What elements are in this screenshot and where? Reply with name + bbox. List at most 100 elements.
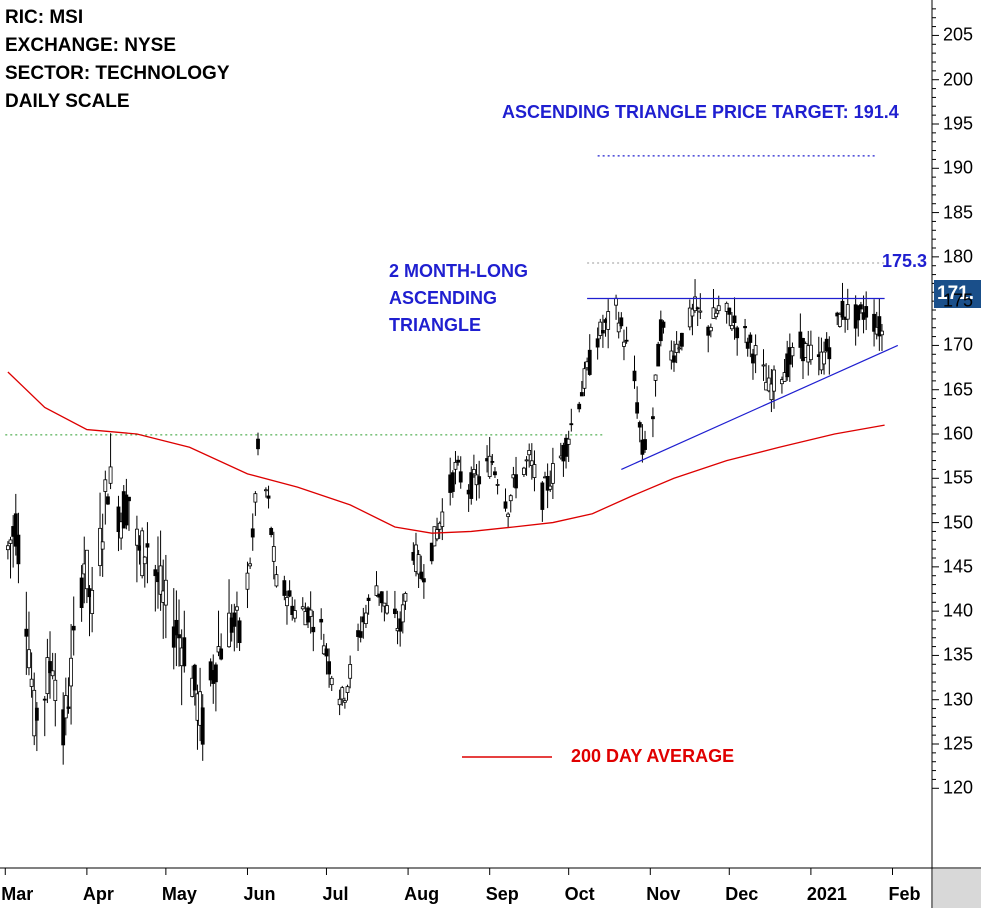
candle-body	[872, 313, 876, 332]
x-tick-label: Oct	[564, 884, 595, 904]
candle-body	[643, 439, 647, 450]
candle-body	[385, 605, 389, 614]
candle-body	[282, 580, 287, 596]
candle-body	[345, 686, 350, 693]
candle-body	[250, 528, 255, 538]
candle-body	[619, 317, 624, 327]
candle-body	[735, 327, 740, 339]
x-tick-label: Apr	[82, 884, 114, 904]
candle-body	[106, 496, 110, 505]
candle-body	[624, 339, 629, 342]
candle-body	[743, 326, 747, 329]
resistance-value-label: 175.3	[882, 251, 928, 271]
candle-body	[421, 578, 426, 583]
candle-body	[656, 343, 661, 367]
candle-body	[769, 383, 774, 401]
candle-body	[690, 308, 695, 317]
candle-body	[264, 489, 268, 492]
x-tick-label: Nov	[646, 884, 681, 904]
candle-body	[84, 549, 89, 590]
candle-body	[324, 648, 329, 657]
candle-body	[364, 612, 368, 625]
candle-body	[495, 484, 500, 486]
candle-body	[450, 472, 455, 492]
candle-body	[616, 322, 621, 333]
ma-200-line	[7, 371, 885, 534]
candle-body	[564, 437, 568, 457]
candle-body	[503, 501, 508, 509]
candle-body	[708, 326, 713, 332]
candle-body	[163, 579, 168, 606]
candle-body	[429, 542, 434, 562]
price-target-label: ASCENDING TRIANGLE PRICE TARGET: 191.4	[502, 102, 899, 122]
candle-body	[490, 461, 495, 463]
candle-body	[524, 459, 529, 462]
candle-body	[532, 464, 537, 478]
candle-body	[824, 338, 829, 352]
x-tick-label: Jul	[322, 884, 349, 904]
candle-body	[119, 521, 124, 539]
pattern-label-line3: TRIANGLE	[389, 315, 481, 335]
candle-body	[213, 664, 218, 683]
candle-body	[880, 330, 884, 336]
candle-body	[285, 597, 289, 607]
candle-body	[687, 307, 692, 328]
candle-body	[637, 422, 642, 428]
candle-body	[292, 610, 297, 619]
candle-body	[653, 374, 658, 381]
candle-body	[271, 546, 276, 562]
y-tick-label: 175	[943, 290, 974, 311]
candle-body	[577, 403, 582, 410]
candles	[5, 279, 884, 765]
candle-body	[266, 495, 271, 499]
candle-body	[50, 670, 55, 677]
candle-body	[142, 556, 147, 565]
candle-body	[374, 585, 379, 596]
candle-body	[177, 634, 181, 639]
candle-body	[458, 471, 463, 483]
candle-body	[253, 493, 258, 503]
candle-body	[582, 368, 587, 389]
candle-body	[300, 606, 305, 610]
candle-body	[751, 353, 755, 364]
candle-body	[29, 678, 34, 687]
candle-body	[598, 321, 603, 336]
candle-body	[274, 574, 279, 587]
candle-body	[382, 602, 387, 607]
y-tick-label: 140	[943, 600, 974, 621]
candle-body	[748, 334, 753, 343]
candle-body	[53, 679, 58, 701]
candle-body	[840, 300, 845, 318]
y-tick-label: 190	[943, 157, 974, 178]
candle-body	[632, 370, 637, 382]
candle-body	[182, 637, 187, 667]
candle-body	[358, 631, 363, 638]
candle-body	[219, 648, 224, 660]
candle-body	[695, 307, 700, 310]
candle-body	[419, 571, 424, 579]
candle-body	[540, 482, 545, 510]
candle-body	[287, 590, 292, 597]
x-tick-label: Dec	[725, 884, 759, 904]
dotted-levels	[5, 155, 885, 436]
candle-body	[435, 529, 439, 540]
candle-body	[235, 606, 239, 611]
y-tick-label: 160	[943, 423, 974, 444]
x-tick-label: Feb	[888, 884, 921, 904]
candle-body	[329, 677, 334, 686]
candle-body	[308, 609, 313, 617]
candle-body	[200, 707, 205, 745]
y-tick-label: 165	[943, 379, 974, 400]
candle-body	[471, 469, 476, 475]
y-tick-label: 185	[943, 202, 974, 223]
candle-body	[698, 310, 703, 313]
candle-body	[69, 657, 73, 687]
candle-body	[522, 467, 526, 475]
candle-body	[606, 311, 611, 330]
candle-body	[348, 664, 353, 679]
candle-body	[145, 543, 150, 548]
axis-corner	[933, 869, 981, 908]
candle-body	[311, 626, 316, 633]
candle-body	[877, 316, 882, 337]
candle-body	[508, 495, 513, 502]
